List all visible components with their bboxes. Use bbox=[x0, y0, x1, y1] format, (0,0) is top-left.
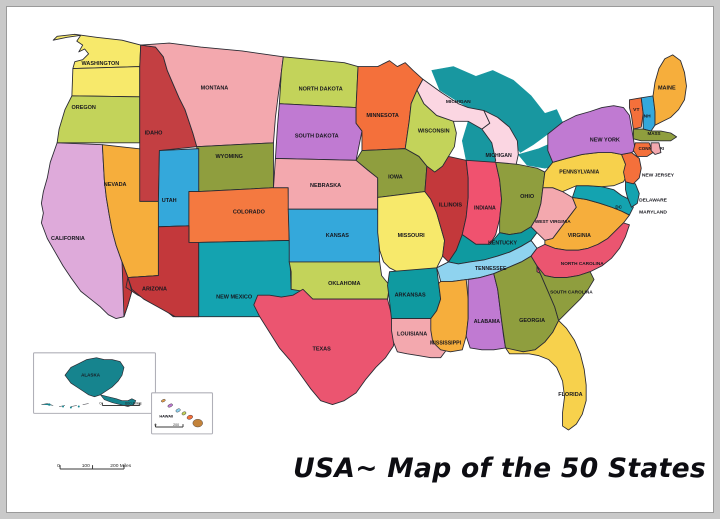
scale-zero: 0 bbox=[57, 463, 60, 469]
state-label-RI: RI bbox=[660, 146, 664, 151]
state-NY[interactable] bbox=[547, 105, 636, 163]
state-label-NE: NEBRASKA bbox=[310, 183, 341, 189]
states-layer bbox=[40, 33, 687, 431]
state-label-CO: COLORADO bbox=[233, 210, 266, 216]
state-WA-main[interactable] bbox=[71, 66, 141, 98]
state-label-VT: VT bbox=[633, 107, 639, 113]
state-label-NM: NEW MEXICO bbox=[216, 295, 253, 301]
state-label-ME: MAINE bbox=[658, 86, 676, 92]
state-label-CA: CALIFORNIA bbox=[51, 236, 85, 242]
state-label-VA: VIRGINIA bbox=[568, 233, 591, 239]
scale-end: 200 Miles bbox=[110, 463, 132, 469]
state-label-AZ: ARIZONA bbox=[142, 287, 167, 293]
state-label-CT: CONN bbox=[639, 146, 652, 151]
state-label-MO: MISSOURI bbox=[398, 233, 426, 239]
state-label-UT: UTAH bbox=[162, 198, 177, 204]
state-label-IN: INDIANA bbox=[474, 206, 496, 212]
state-label-WA: WASHINGTON bbox=[82, 61, 120, 67]
hawaii-inset[interactable]: HAWAII 0 200 bbox=[150, 392, 214, 435]
hawaii-islands bbox=[161, 399, 203, 428]
state-label-ID: IDAHO bbox=[145, 130, 163, 136]
state-label-WV: WEST VIRGINIA bbox=[535, 219, 571, 224]
scale-mid: 100 bbox=[82, 463, 90, 469]
state-label-MD: MARYLAND bbox=[639, 209, 667, 215]
state-label-IL: ILLINOIS bbox=[439, 203, 463, 209]
state-label-TX: TEXAS bbox=[313, 346, 332, 352]
state-label-WY: WYOMING bbox=[215, 154, 242, 160]
state-WY[interactable] bbox=[196, 142, 274, 193]
state-WA[interactable] bbox=[52, 33, 142, 69]
state-NJ[interactable] bbox=[621, 152, 642, 185]
state-label-DE: DELAWARE bbox=[639, 198, 668, 204]
main-scale-bar: 0 100 200 Miles bbox=[57, 463, 132, 470]
state-label-IA: IOWA bbox=[388, 174, 403, 180]
hawaii-label: HAWAII bbox=[159, 413, 173, 418]
state-MS[interactable] bbox=[430, 279, 469, 353]
state-label-ND: NORTH DAKOTA bbox=[299, 86, 343, 92]
alaska-scale-start: 0 bbox=[99, 401, 102, 406]
state-label-FL: FLORIDA bbox=[558, 392, 582, 398]
state-label-DC: DC bbox=[615, 204, 622, 209]
state-label-KS: KANSAS bbox=[326, 233, 350, 239]
state-RI[interactable] bbox=[650, 142, 662, 155]
state-DE[interactable] bbox=[625, 181, 640, 208]
usa-map-svg: WASHINGTON OREGON CALIFORNIA NEVADA IDAHO MON… bbox=[32, 33, 706, 484]
state-label-PA: PENNSYLVANIA bbox=[559, 169, 599, 175]
state-label-TN: TENNESSEE bbox=[475, 266, 507, 272]
alaska-panhandle bbox=[99, 394, 137, 407]
state-label-MI-UP: MICHIGAN bbox=[446, 99, 471, 105]
state-label-WI: WISCONSIN bbox=[418, 129, 450, 135]
alaska-label: ALASKA bbox=[81, 372, 101, 377]
state-MA[interactable] bbox=[632, 128, 678, 142]
hawaii-scale-end: 200 bbox=[173, 423, 179, 427]
alaska-scale-end: 600 Miles bbox=[125, 401, 142, 406]
page-title: USA~ Map of the 50 States bbox=[293, 453, 706, 484]
state-OR[interactable] bbox=[56, 95, 141, 144]
state-label-SD: SOUTH DAKOTA bbox=[295, 133, 339, 139]
state-ME[interactable] bbox=[652, 54, 687, 126]
state-label-OR: OREGON bbox=[71, 105, 95, 111]
state-IN[interactable] bbox=[461, 159, 503, 245]
state-labels: WASHINGTON OREGON CALIFORNIA NEVADA IDAHO MON… bbox=[51, 61, 676, 418]
state-label-NV: NEVADA bbox=[104, 182, 127, 188]
state-label-GA: GEORGIA bbox=[519, 318, 545, 324]
state-label-AR: ARKANSAS bbox=[395, 293, 426, 299]
state-label-OH: OHIO bbox=[520, 194, 535, 200]
state-FL[interactable] bbox=[505, 320, 587, 431]
alaska-aleutians bbox=[41, 403, 89, 407]
state-label-LA: LOUISIANA bbox=[397, 332, 427, 338]
state-label-MA: MASS bbox=[647, 131, 660, 136]
state-ND[interactable] bbox=[278, 56, 359, 109]
state-label-SC: SOUTH CAROLINA bbox=[550, 289, 593, 294]
state-CT[interactable] bbox=[632, 142, 654, 157]
state-label-MT: MONTANA bbox=[201, 86, 229, 92]
state-label-NH: NH bbox=[644, 114, 652, 120]
state-label-OK: OKLAHOMA bbox=[328, 281, 360, 287]
state-SD[interactable] bbox=[274, 103, 363, 161]
state-label-NJ: NEW JERSEY bbox=[642, 172, 675, 178]
state-label-NC: NORTH CAROLINA bbox=[561, 261, 604, 266]
state-label-MN: MINNESOTA bbox=[366, 113, 399, 119]
state-VT[interactable] bbox=[628, 97, 644, 130]
state-NC[interactable] bbox=[530, 222, 630, 279]
state-label-KY: KENTUCKY bbox=[488, 241, 517, 247]
hawaii-scale-start: 0 bbox=[154, 423, 156, 427]
state-label-MS: MISSISSIPPI bbox=[430, 340, 462, 346]
state-label-NY: NEW YORK bbox=[590, 137, 620, 143]
alaska-shape[interactable] bbox=[64, 357, 125, 398]
alaska-inset[interactable]: ALASKA 0 600 Miles bbox=[32, 352, 157, 414]
state-SC[interactable] bbox=[536, 265, 595, 321]
state-NH[interactable] bbox=[640, 95, 656, 132]
state-label-MI: MICHIGAN bbox=[485, 153, 512, 159]
map-canvas: WASHINGTON OREGON CALIFORNIA NEVADA IDAHO MON… bbox=[6, 6, 714, 513]
state-label-AL: ALABAMA bbox=[474, 319, 501, 325]
